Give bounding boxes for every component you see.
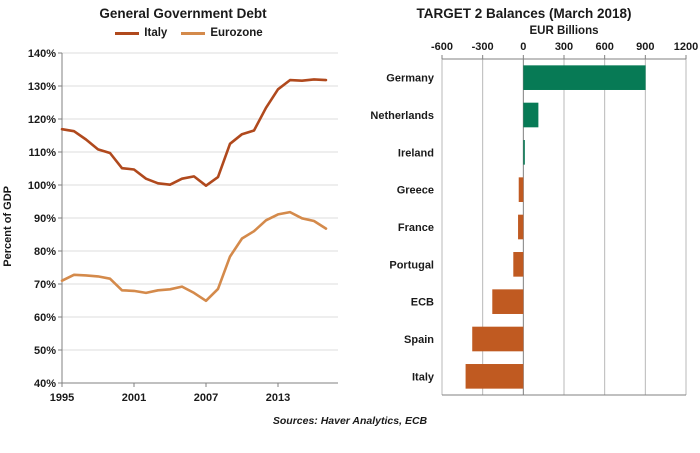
bar-portugal: [513, 252, 524, 277]
legend-label-italy: Italy: [144, 27, 168, 39]
bar-category-label-italy: Italy: [412, 371, 435, 383]
line-chart-canvas: 40% 50% 60% 70% 80% 90% 100% 110% 120% 130% 140% 19…: [28, 48, 338, 404]
bar-axis-label: EUR Billions: [529, 25, 598, 37]
sources-note: Sources: Haver Analytics, ECB: [272, 415, 428, 427]
bar-category-label-greece: Greece: [397, 185, 434, 197]
line-chart-general-government-debt: General Government Debt Italy Eurozone Pe…: [0, 4, 348, 409]
bar-category-label-spain: Spain: [404, 334, 434, 346]
legend-item-italy: Italy: [115, 27, 167, 39]
bar-greece: [518, 177, 524, 202]
bar-netherlands: [523, 102, 539, 128]
bar-ireland: [523, 140, 525, 165]
y-tick-label: 140%: [28, 48, 56, 60]
bar-france: [518, 214, 524, 240]
bar-x-tick-label: 300: [555, 41, 573, 53]
bar-italy: [465, 364, 524, 389]
y-tick-label: 50%: [34, 345, 56, 357]
line-plot-area: Percent of GDP 40% 50% 60% 70% 80% 90% 100% 110…: [0, 43, 348, 409]
bar-category-label-germany: Germany: [386, 73, 435, 85]
legend-item-eurozone: Eurozone: [181, 27, 263, 39]
y-tick-label: 130%: [28, 81, 56, 93]
y-tick-label: 80%: [34, 246, 56, 258]
series-line-italy: [60, 78, 328, 187]
bar-x-tick-label: -300: [472, 41, 494, 53]
bar-germany: [523, 65, 646, 90]
x-tick-label: 2007: [194, 392, 218, 404]
bar-x-tick-label: 900: [636, 41, 654, 53]
legend-swatch-eurozone: [181, 31, 206, 35]
x-tick-label: 2013: [266, 392, 290, 404]
y-axis-label: Percent of GDP: [2, 185, 14, 267]
x-tick-label: 2001: [122, 392, 146, 404]
bar-category-label-france: France: [398, 222, 434, 234]
y-tick-label: 60%: [34, 312, 56, 324]
charts-row: General Government Debt Italy Eurozone Pe…: [0, 4, 700, 409]
series-line-eurozone: [60, 210, 328, 303]
bar-category-label-ireland: Ireland: [398, 147, 434, 159]
bar-spain: [472, 326, 524, 352]
bar-category-label-netherlands: Netherlands: [370, 110, 434, 122]
bar-ecb: [492, 289, 524, 314]
bar-x-tick-label: -600: [431, 41, 453, 53]
bar-chart-title: TARGET 2 Balances (March 2018): [416, 6, 632, 21]
y-tick-label: 110%: [28, 147, 56, 159]
y-tick-label: 70%: [34, 279, 56, 291]
bar-category-label-portugal: Portugal: [389, 259, 434, 271]
bar-x-tick-label: 1200: [674, 41, 698, 53]
y-tick-label: 40%: [34, 378, 56, 390]
y-tick-label: 120%: [28, 114, 56, 126]
line-chart-legend: Italy Eurozone: [0, 23, 348, 43]
bar-chart-canvas: EUR Billions -600 -300 0 300 600 900 1200 German…: [370, 25, 698, 396]
line-chart-title: General Government Debt: [99, 6, 267, 21]
legend-label-eurozone: Eurozone: [210, 27, 263, 39]
y-tick-label: 100%: [28, 180, 56, 192]
y-tick-label: 90%: [34, 213, 56, 225]
legend-swatch-italy: [115, 31, 140, 35]
bar-category-label-ecb: ECB: [411, 297, 434, 309]
bar-x-tick-label: 0: [520, 41, 526, 53]
bar-chart-target2-balances: TARGET 2 Balances (March 2018) EUR Billi…: [348, 4, 700, 409]
x-tick-label: 1995: [50, 392, 74, 404]
bar-x-tick-label: 600: [595, 41, 613, 53]
